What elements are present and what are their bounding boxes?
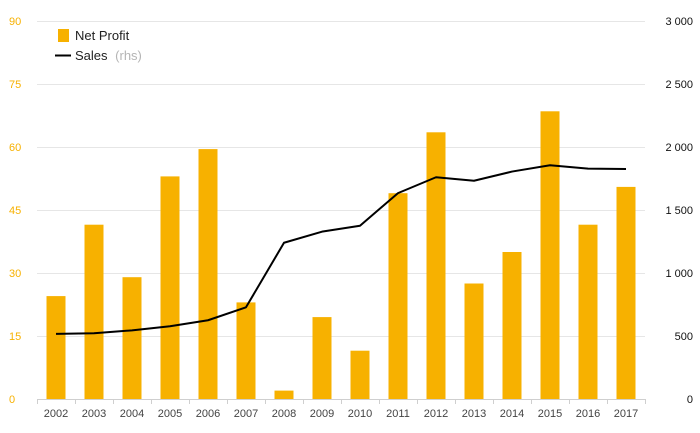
legend-label-net-profit: Net Profit	[75, 28, 130, 43]
bar-net-profit-2015	[540, 111, 560, 400]
right-tick-label-3: 1 500	[665, 205, 693, 217]
bar-net-profit-2005	[160, 176, 180, 399]
bar-net-profit-2007	[236, 302, 256, 399]
right-tick-label-2: 1 000	[665, 268, 693, 280]
right-tick-label-1: 500	[675, 331, 693, 343]
x-tick-label-2015: 2015	[538, 408, 562, 420]
x-tick-label-2008: 2008	[272, 408, 296, 420]
right-axis-ticks: 0 500 1 000 1 500 2 000 2 500 3 000	[665, 16, 693, 406]
x-tick-label-2005: 2005	[158, 408, 182, 420]
x-tick-label-2006: 2006	[196, 408, 220, 420]
x-tick-label-2016: 2016	[576, 408, 600, 420]
x-tick-label-2002: 2002	[44, 408, 68, 420]
left-tick-label-1: 15	[9, 331, 21, 343]
bar-net-profit-2017	[616, 186, 636, 399]
x-tick-label-2014: 2014	[500, 408, 524, 420]
axes	[37, 399, 646, 404]
left-tick-label-4: 60	[9, 142, 21, 154]
right-tick-label-4: 2 000	[665, 142, 693, 154]
bar-net-profit-2002	[46, 296, 66, 399]
bar-net-profit-2010	[350, 350, 370, 399]
x-tick-label-2012: 2012	[424, 408, 448, 420]
legend-label-sales: Sales (rhs)	[75, 48, 142, 63]
x-tick-label-2010: 2010	[348, 408, 372, 420]
sales-series	[55, 164, 627, 335]
bar-net-profit-2013	[464, 283, 484, 399]
left-tick-label-0: 0	[9, 394, 15, 406]
right-tick-label-5: 2 500	[665, 79, 693, 91]
left-axis-ticks: 0 15 30 45 60 75 90	[9, 16, 21, 406]
bar-net-profit-2004	[122, 277, 142, 399]
left-tick-label-5: 75	[9, 79, 21, 91]
bar-net-profit-2014	[502, 252, 522, 399]
legend-label-sales-suffix: (rhs)	[115, 48, 142, 63]
left-tick-label-6: 90	[9, 16, 21, 28]
right-tick-label-0: 0	[687, 394, 693, 406]
bar-net-profit-2012	[426, 132, 446, 400]
x-tick-label-2003: 2003	[82, 408, 106, 420]
bar-net-profit-2008	[274, 390, 294, 399]
left-tick-label-3: 45	[9, 205, 21, 217]
legend-label-sales-name: Sales	[75, 48, 108, 63]
x-tick-label-2011: 2011	[386, 408, 410, 420]
legend-swatch-net-profit	[58, 29, 69, 42]
bar-net-profit-2006	[198, 149, 218, 399]
x-tick-label-2017: 2017	[614, 408, 638, 420]
legend: Net Profit Sales (rhs)	[55, 28, 142, 63]
right-tick-label-6: 3 000	[665, 16, 693, 28]
sales-line	[55, 164, 627, 335]
left-tick-label-2: 30	[9, 268, 21, 280]
bar-net-profit-2009	[312, 317, 332, 399]
x-tick-label-2007: 2007	[234, 408, 258, 420]
x-axis-ticks: 2002 2003 2004 2005 2006 2007 2008 2009 2010 2011…	[44, 408, 638, 420]
x-tick-label-2004: 2004	[120, 408, 144, 420]
x-tick-label-2013: 2013	[462, 408, 486, 420]
net-profit-bars	[46, 111, 636, 400]
x-tick-label-2009: 2009	[310, 408, 334, 420]
bar-net-profit-2011	[388, 193, 408, 399]
bar-net-profit-2003	[84, 224, 104, 399]
bar-net-profit-2016	[578, 224, 598, 399]
